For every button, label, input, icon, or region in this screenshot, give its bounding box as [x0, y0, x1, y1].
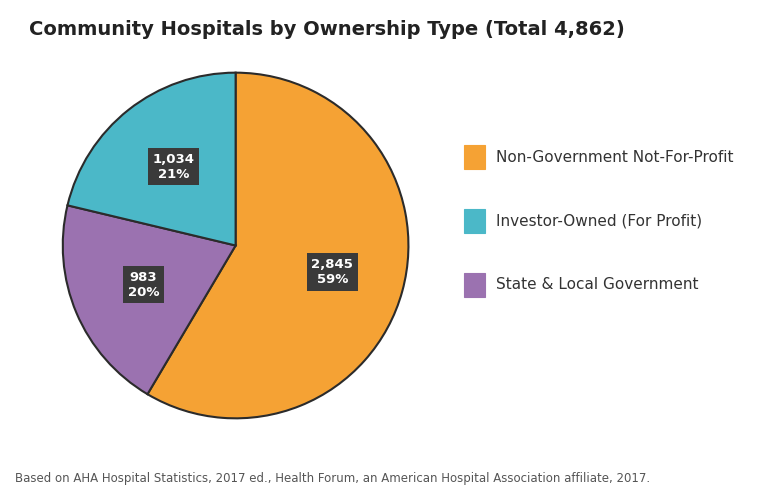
Text: 983
20%: 983 20% [128, 271, 159, 299]
Wedge shape [68, 73, 236, 246]
Text: Community Hospitals by Ownership Type (Total 4,862): Community Hospitals by Ownership Type (T… [29, 20, 625, 39]
Text: State & Local Government: State & Local Government [496, 277, 698, 292]
Text: 1,034
21%: 1,034 21% [153, 153, 195, 181]
Text: 2,845
59%: 2,845 59% [312, 258, 353, 286]
Wedge shape [63, 205, 236, 394]
Text: Based on AHA Hospital Statistics, 2017 ed., Health Forum, an American Hospital A: Based on AHA Hospital Statistics, 2017 e… [15, 472, 651, 485]
Text: Non-Government Not-For-Profit: Non-Government Not-For-Profit [496, 150, 733, 164]
Wedge shape [147, 73, 408, 418]
Text: Investor-Owned (For Profit): Investor-Owned (For Profit) [496, 214, 702, 228]
